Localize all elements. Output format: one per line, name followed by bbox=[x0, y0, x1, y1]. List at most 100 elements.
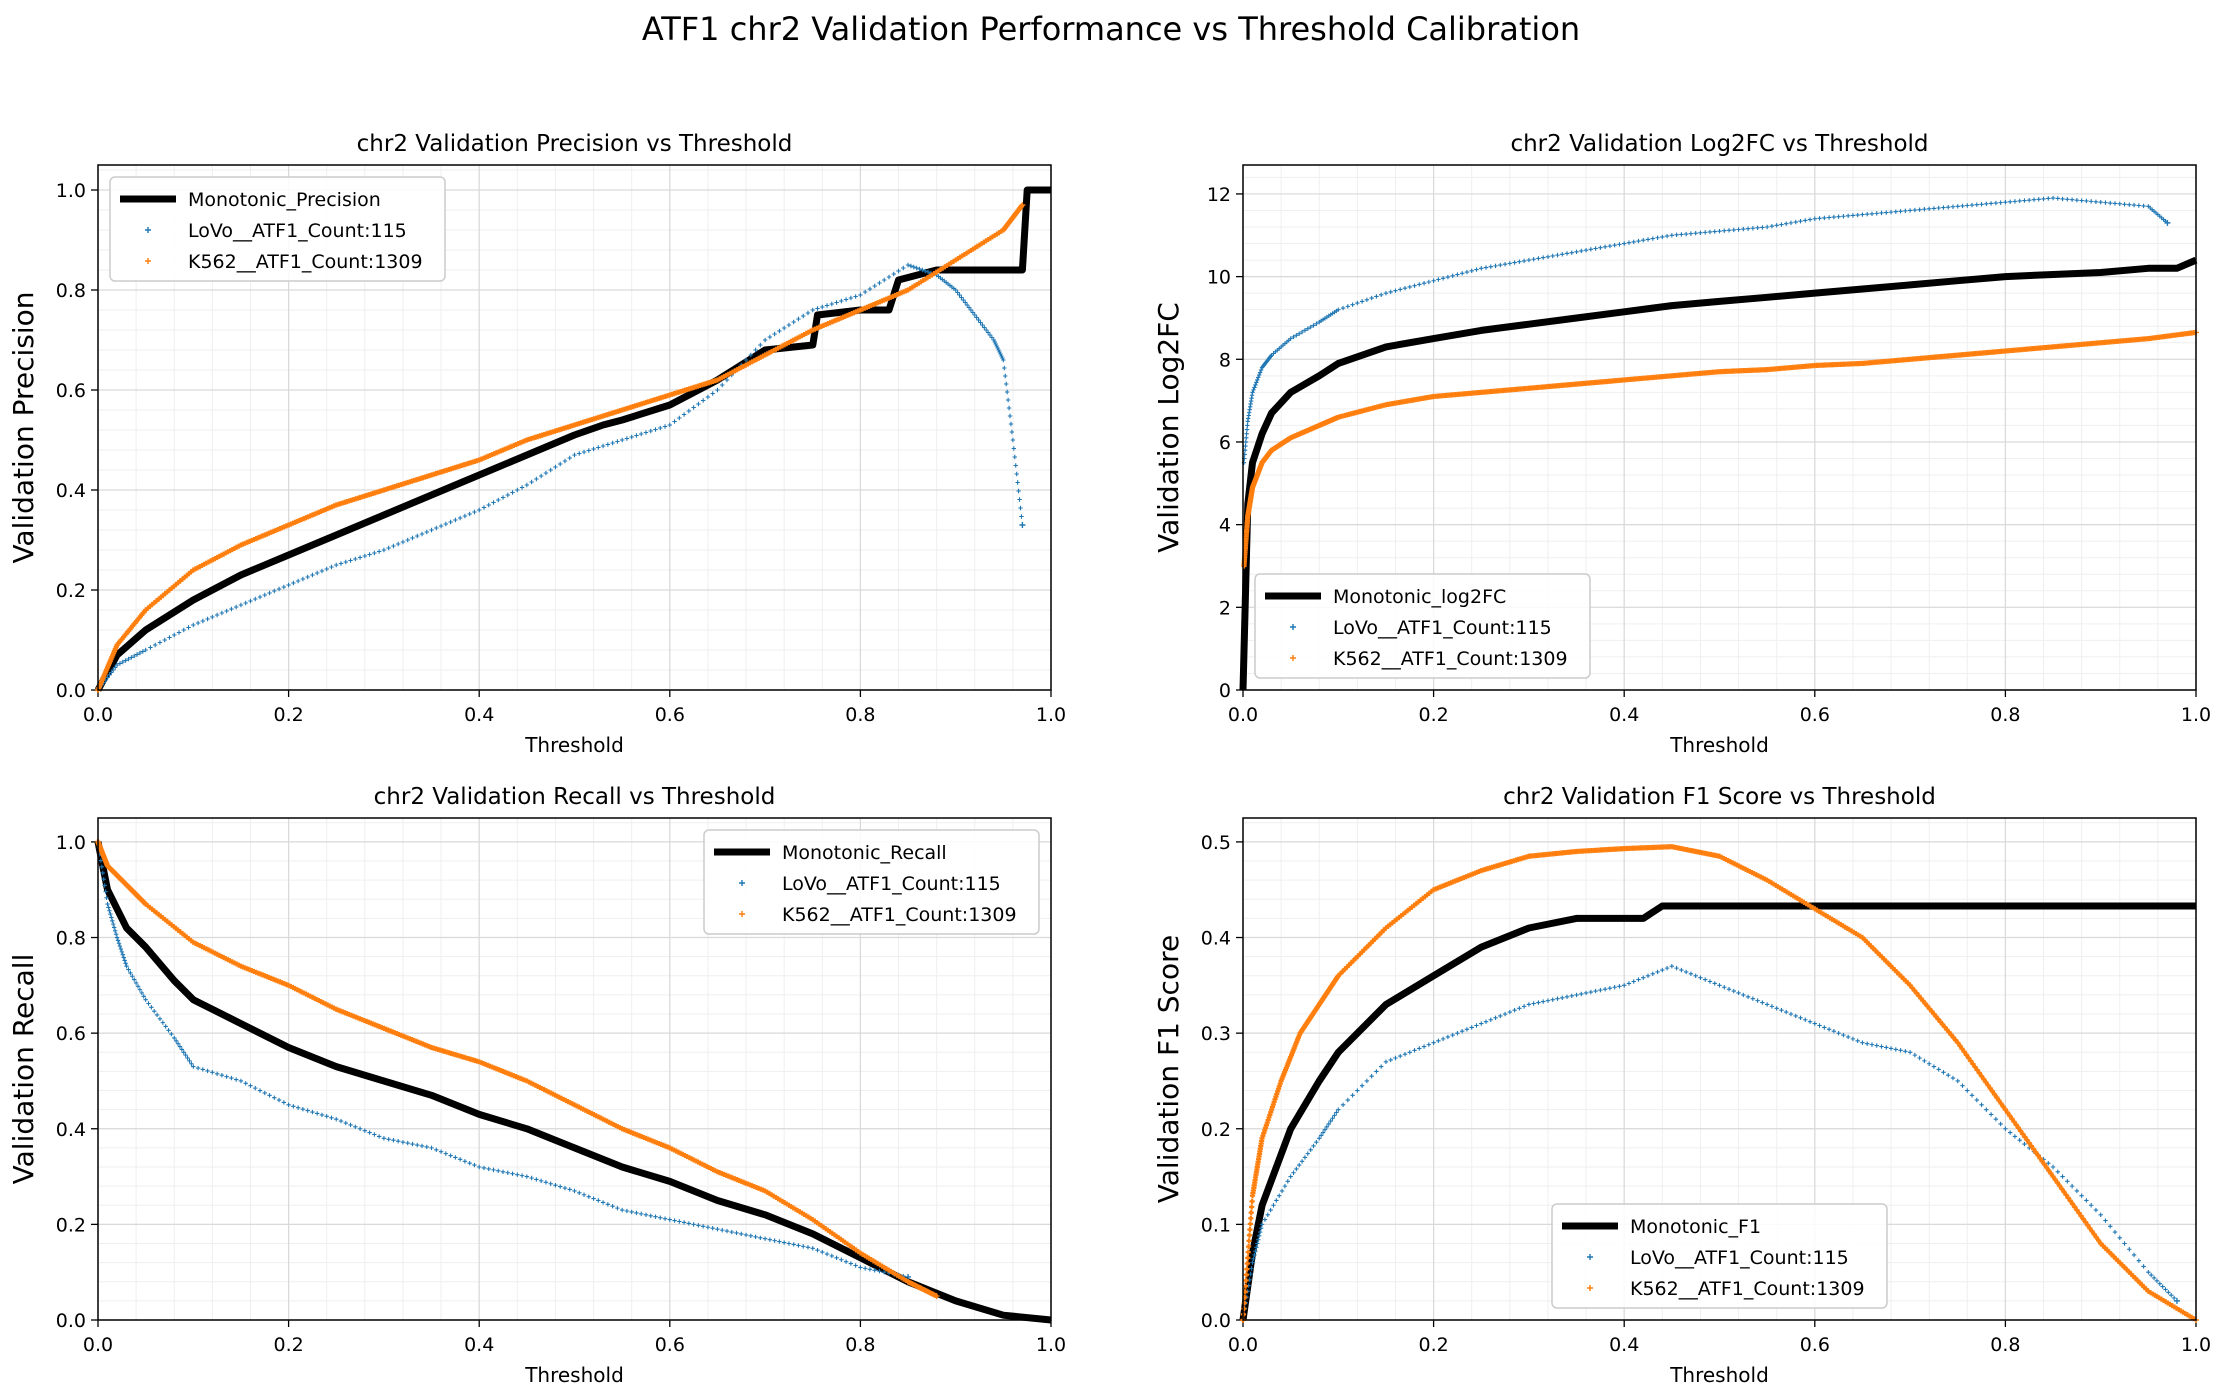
data-point bbox=[2056, 1183, 2063, 1189]
data-point bbox=[917, 266, 922, 272]
data-point bbox=[2022, 198, 2027, 203]
data-point bbox=[1531, 1001, 1536, 1006]
data-point bbox=[534, 1177, 539, 1182]
data-point bbox=[1865, 1041, 1870, 1046]
data-point bbox=[901, 265, 906, 271]
data-point bbox=[229, 1075, 234, 1081]
data-point bbox=[224, 1074, 229, 1079]
data-point bbox=[243, 1081, 248, 1086]
data-point bbox=[1564, 994, 1570, 1000]
data-point bbox=[2067, 1198, 2073, 1204]
data-point bbox=[987, 332, 993, 338]
data-point bbox=[1488, 1017, 1493, 1022]
data-point bbox=[248, 598, 253, 604]
data-point bbox=[1655, 235, 1660, 240]
x-tick-label: 1.0 bbox=[1036, 1334, 1066, 1356]
data-point bbox=[815, 1248, 820, 1253]
data-point bbox=[524, 482, 530, 488]
data-point bbox=[2050, 1164, 2056, 1170]
legend-swatch-marker bbox=[739, 880, 745, 886]
data-point bbox=[1683, 969, 1689, 975]
legend-swatch-marker bbox=[739, 911, 745, 917]
data-point bbox=[1612, 242, 1617, 248]
data-point bbox=[1526, 257, 1532, 263]
data-point bbox=[786, 1241, 792, 1246]
data-point bbox=[2074, 197, 2080, 203]
data-point bbox=[1641, 975, 1646, 980]
data-point bbox=[1978, 1073, 1985, 1079]
data-point bbox=[505, 492, 510, 498]
legend-swatch-marker bbox=[1290, 624, 1296, 630]
data-point bbox=[1398, 287, 1403, 292]
data-point bbox=[2069, 197, 2075, 202]
data-point bbox=[648, 428, 653, 434]
data-point bbox=[1393, 288, 1398, 293]
data-point bbox=[183, 1052, 188, 1058]
data-point bbox=[1726, 228, 1732, 233]
x-tick-label: 1.0 bbox=[1036, 704, 1066, 726]
data-point bbox=[1417, 1046, 1422, 1051]
data-point bbox=[112, 665, 118, 670]
data-point bbox=[1774, 223, 1779, 228]
data-point bbox=[1736, 990, 1741, 996]
data-point bbox=[381, 1136, 387, 1141]
data-point bbox=[110, 918, 115, 923]
data-point bbox=[139, 990, 145, 996]
data-point bbox=[543, 1180, 549, 1185]
data-point bbox=[581, 1192, 587, 1197]
data-point bbox=[98, 858, 104, 863]
data-point bbox=[1741, 992, 1746, 998]
data-point bbox=[1569, 250, 1574, 255]
data-point bbox=[2065, 197, 2070, 202]
data-point bbox=[796, 1243, 801, 1248]
data-point bbox=[329, 564, 334, 570]
data-point bbox=[1991, 1091, 1998, 1098]
data-point bbox=[2108, 1224, 2113, 1229]
data-point bbox=[2122, 1241, 2127, 1246]
data-point bbox=[1243, 443, 1248, 449]
data-point bbox=[596, 445, 601, 450]
data-point bbox=[538, 473, 544, 479]
data-point bbox=[867, 1267, 873, 1272]
data-point bbox=[959, 295, 964, 300]
data-point bbox=[1736, 227, 1741, 232]
data-point bbox=[457, 515, 463, 521]
data-point bbox=[2063, 1192, 2069, 1198]
data-point bbox=[1884, 210, 1889, 215]
data-point bbox=[2055, 1169, 2061, 1174]
data-point bbox=[1645, 973, 1651, 978]
data-point bbox=[1255, 1241, 1260, 1246]
data-point bbox=[1299, 329, 1305, 335]
data-point bbox=[2024, 1137, 2030, 1143]
x-tick-label: 0.2 bbox=[1418, 1334, 1448, 1356]
data-point bbox=[933, 1293, 940, 1300]
data-point bbox=[179, 1047, 185, 1052]
data-point bbox=[600, 443, 606, 449]
y-tick-label: 0.3 bbox=[1201, 1023, 1231, 1045]
data-point bbox=[519, 1173, 525, 1178]
data-point bbox=[1288, 336, 1293, 341]
data-point bbox=[2031, 197, 2037, 202]
data-point bbox=[1244, 427, 1250, 432]
data-point bbox=[400, 539, 406, 545]
data-point bbox=[1912, 207, 1918, 213]
data-point bbox=[1972, 1064, 1978, 1070]
data-point bbox=[1431, 278, 1436, 283]
data-point bbox=[1421, 281, 1427, 286]
data-point bbox=[1698, 975, 1703, 980]
data-point bbox=[1015, 480, 1020, 485]
data-point bbox=[1831, 1029, 1837, 1034]
data-point bbox=[634, 433, 639, 438]
data-point bbox=[162, 637, 167, 643]
data-point bbox=[1248, 1215, 1254, 1221]
data-point bbox=[1359, 299, 1365, 304]
data-point bbox=[424, 529, 429, 535]
data-point bbox=[1994, 1094, 2000, 1101]
data-point bbox=[338, 561, 344, 566]
data-point bbox=[591, 446, 596, 452]
data-point bbox=[1650, 236, 1655, 241]
data-point bbox=[172, 1035, 177, 1041]
legend-label: Monotonic_Recall bbox=[782, 842, 947, 864]
data-point bbox=[100, 870, 105, 876]
legend-box bbox=[109, 176, 446, 282]
